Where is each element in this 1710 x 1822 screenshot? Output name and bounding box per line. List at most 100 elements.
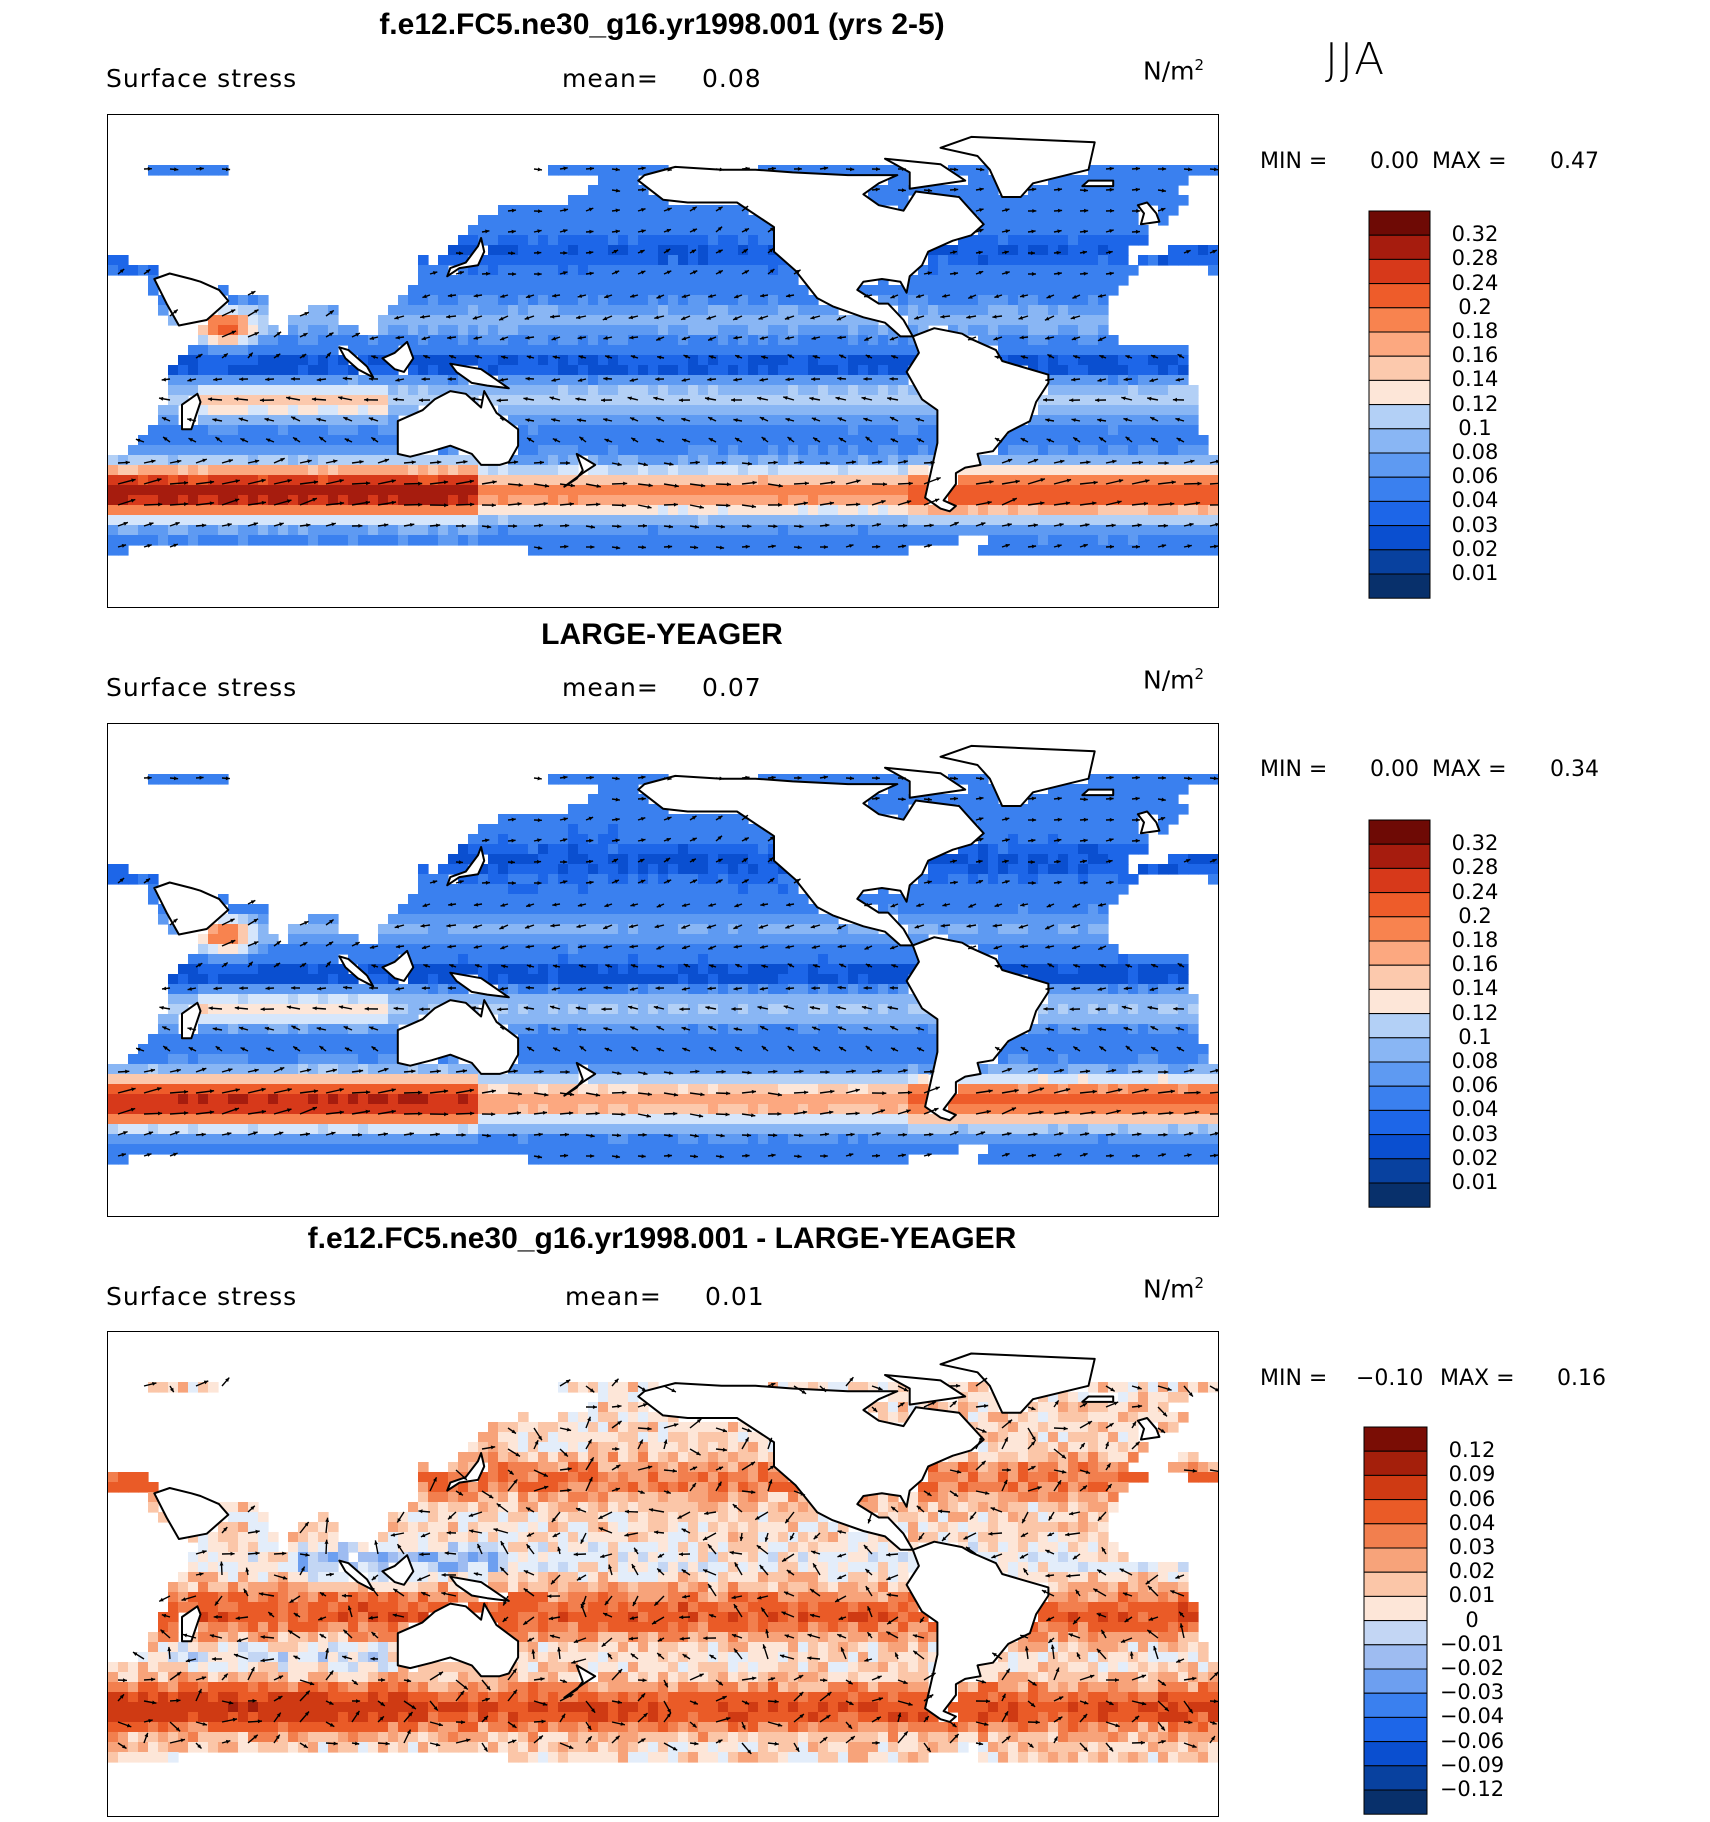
field-cell	[988, 285, 999, 296]
field-cell	[738, 235, 749, 246]
field-cell	[308, 445, 319, 456]
field-cell	[738, 255, 749, 266]
field-cell	[518, 844, 529, 855]
field-cell	[508, 375, 519, 386]
field-cell	[1048, 525, 1059, 536]
field-cell	[1098, 505, 1109, 516]
field-cell	[128, 455, 139, 466]
field-cell	[508, 285, 519, 296]
field-cell	[458, 485, 469, 496]
field-cell	[1168, 455, 1179, 466]
field-cell	[268, 515, 279, 526]
field-cell	[1068, 285, 1079, 296]
field-cell	[828, 355, 839, 366]
field-cell	[898, 445, 909, 456]
field-cell	[378, 405, 389, 416]
field-cell	[368, 445, 379, 456]
field-cell	[558, 824, 569, 835]
field-cell	[1028, 535, 1039, 546]
field-cell	[1108, 515, 1119, 526]
field-cell	[598, 874, 609, 885]
field-cell	[618, 185, 629, 196]
field-cell	[1098, 884, 1109, 895]
field-cell	[528, 485, 539, 496]
field-cell	[738, 335, 749, 346]
field-cell	[438, 455, 449, 466]
field-cell	[678, 485, 689, 496]
field-cell	[1108, 425, 1119, 436]
field-cell	[428, 874, 439, 885]
field-cell	[948, 535, 959, 546]
field-cell	[1008, 884, 1019, 895]
field-cell	[498, 245, 509, 256]
field-cell	[708, 505, 719, 516]
field-cell	[538, 415, 549, 426]
field-cell	[588, 275, 599, 286]
field-cell	[628, 215, 639, 226]
field-cell	[958, 285, 969, 296]
field-cell	[888, 505, 899, 516]
field-cell	[208, 465, 219, 476]
field-cell	[1108, 255, 1119, 266]
field-cell	[1088, 205, 1099, 216]
field-cell	[738, 305, 749, 316]
field-cell	[758, 225, 769, 236]
colorbar-tick-label: 0.14	[1435, 367, 1515, 391]
field-cell	[338, 335, 349, 346]
field-cell	[198, 445, 209, 456]
field-cell	[968, 864, 979, 875]
field-cell	[968, 505, 979, 516]
field-cell	[1118, 495, 1129, 506]
field-cell	[198, 375, 209, 386]
field-cell	[358, 375, 369, 386]
field-cell	[828, 485, 839, 496]
field-cell	[708, 305, 719, 316]
field-cell	[1178, 455, 1189, 466]
field-cell	[878, 365, 889, 376]
field-cell	[878, 535, 889, 546]
field-cell	[158, 455, 169, 466]
field-cell	[548, 485, 559, 496]
field-cell	[558, 365, 569, 376]
field-cell	[658, 485, 669, 496]
field-cell	[948, 525, 959, 536]
field-cell	[518, 285, 529, 296]
field-cell	[228, 425, 239, 436]
field-cell	[1148, 864, 1159, 875]
field-cell	[888, 894, 899, 905]
field-cell	[668, 884, 679, 895]
field-cell	[698, 415, 709, 426]
field-cell	[268, 485, 279, 496]
field-cell	[998, 505, 1009, 516]
field-cell	[1098, 165, 1109, 176]
field-cell	[398, 535, 409, 546]
field-cell	[1008, 295, 1019, 306]
field-cell	[1038, 205, 1049, 216]
field-cell	[918, 285, 929, 296]
field-cell	[898, 355, 909, 366]
field-cell	[1118, 395, 1129, 406]
field-cell	[1018, 285, 1029, 296]
field-cell	[238, 445, 249, 456]
field-cell	[858, 774, 869, 785]
field-cell	[458, 355, 469, 366]
field-cell	[1128, 485, 1139, 496]
field-cell	[1048, 325, 1059, 336]
field-cell	[338, 325, 349, 336]
field-cell	[538, 395, 549, 406]
field-cell	[128, 485, 139, 496]
field-cell	[808, 375, 819, 386]
field-cell	[518, 335, 529, 346]
field-cell	[588, 355, 599, 366]
field-cell	[1008, 235, 1019, 246]
field-cell	[588, 904, 599, 915]
field-cell	[538, 904, 549, 915]
landmass-iceland	[1082, 181, 1113, 187]
field-cell	[1058, 385, 1069, 396]
field-cell	[1128, 345, 1139, 356]
field-cell	[968, 485, 979, 496]
field-cell	[338, 455, 349, 466]
field-cell	[228, 535, 239, 546]
field-cell	[958, 874, 969, 885]
field-cell	[948, 275, 959, 286]
